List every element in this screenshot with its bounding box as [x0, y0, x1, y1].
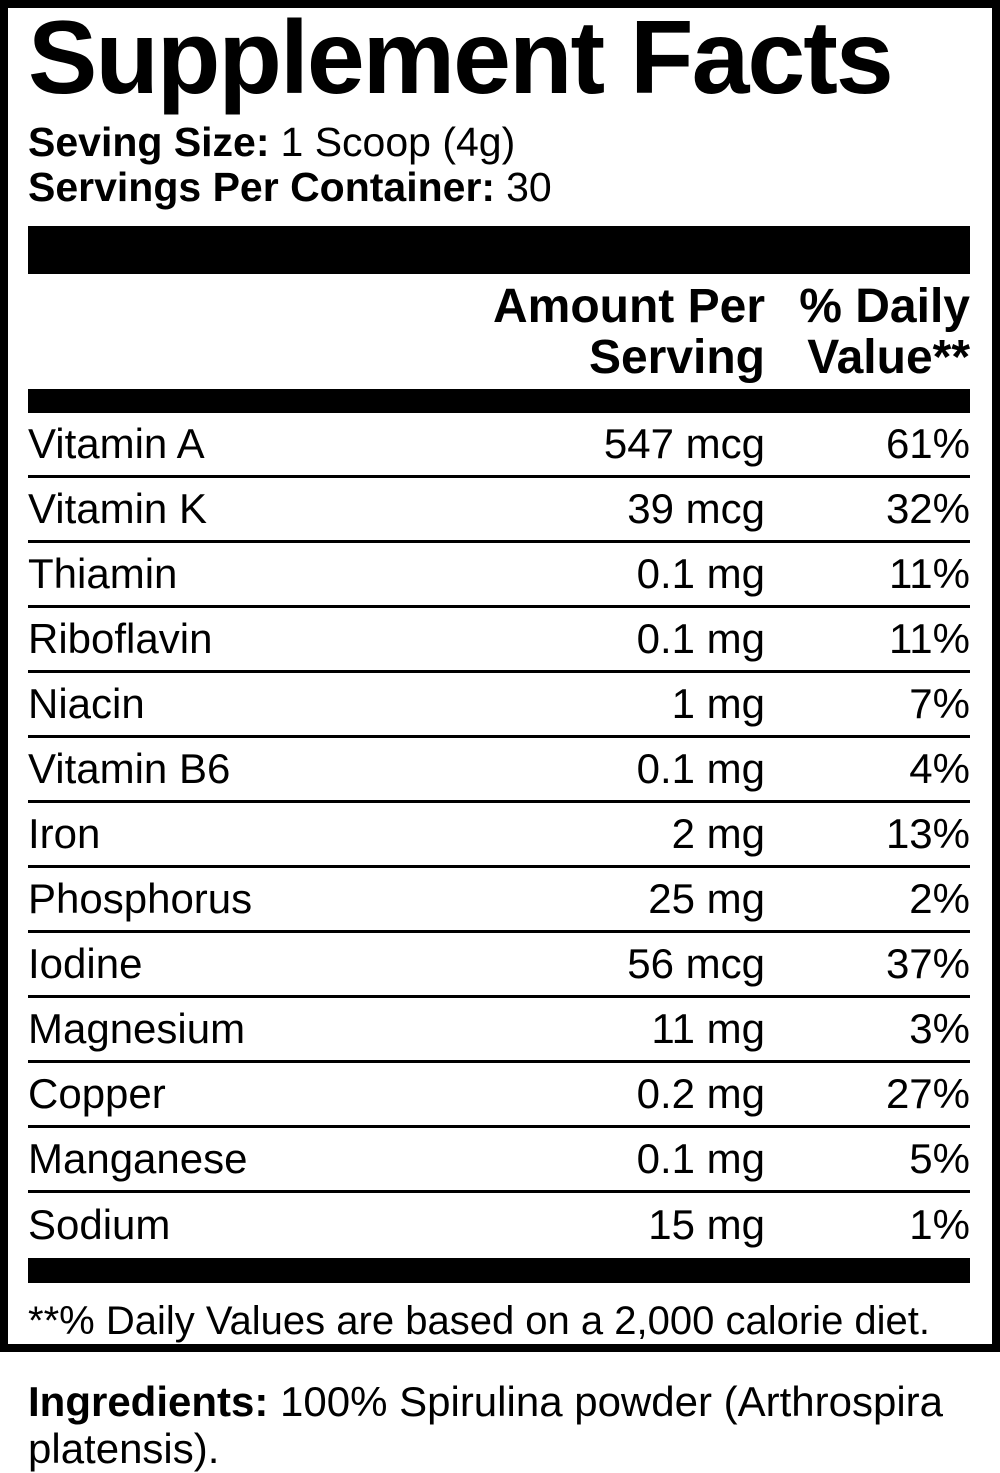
- nutrient-daily-value: 7%: [909, 679, 970, 727]
- nutrient-amount: 11 mg: [651, 1004, 765, 1052]
- nutrient-name: Magnesium: [28, 1004, 246, 1052]
- daily-value-footnote: **% Daily Values are based on a 2,000 ca…: [28, 1298, 931, 1343]
- serving-info: Seving Size: 1 Scoop (4g) Servings Per Co…: [28, 118, 970, 210]
- nutrient-name: Manganese: [28, 1134, 248, 1182]
- nutrient-daily-value: 11%: [889, 549, 970, 597]
- nutrient-row: Vitamin K 39 mcg 32%: [28, 478, 970, 543]
- nutrient-name: Sodium: [28, 1201, 171, 1249]
- nutrient-amount: 25 mg: [648, 874, 765, 922]
- nutrient-row: Sodium 15 mg 1%: [28, 1193, 970, 1258]
- nutrient-amount: 0.1 mg: [636, 549, 765, 597]
- nutrient-daily-value: 61%: [885, 419, 970, 467]
- nutrient-name: Riboflavin: [28, 614, 213, 662]
- nutrient-row: Vitamin B6 0.1 mg 4%: [28, 738, 970, 803]
- footer-thick-rule: [28, 1257, 970, 1283]
- nutrient-amount: 0.2 mg: [636, 1069, 765, 1117]
- ingredients-text: 100% Spirulina powder (Arthrospira plate…: [28, 1378, 944, 1472]
- nutrient-amount: 547 mcg: [603, 419, 765, 467]
- amount-per-serving-header: Amount Per Serving: [28, 281, 765, 383]
- nutrient-name: Thiamin: [28, 549, 178, 597]
- nutrient-name: Vitamin B6: [28, 744, 231, 792]
- nutrient-table: Vitamin A 547 mcg 61% Vitamin K 39 mcg 32% Thi…: [28, 413, 970, 1258]
- supplement-facts-panel: Supplement Facts Seving Size: 1 Scoop (4g…: [0, 0, 1000, 1352]
- nutrient-amount: 0.1 mg: [636, 744, 765, 792]
- daily-value-header: % Daily Value**: [765, 281, 970, 383]
- nutrient-row: Iodine 56 mcg 37%: [28, 933, 970, 998]
- nutrient-row: Phosphorus 25 mg 2%: [28, 868, 970, 933]
- serving-size-value: 1 Scoop (4g): [280, 118, 516, 165]
- nutrient-daily-value: 3%: [909, 1004, 970, 1052]
- nutrient-daily-value: 2%: [909, 874, 970, 922]
- nutrient-daily-value: 37%: [885, 939, 970, 987]
- nutrient-name: Iron: [28, 809, 101, 857]
- nutrient-daily-value: 13%: [885, 809, 970, 857]
- nutrient-row: Riboflavin 0.1 mg 11%: [28, 608, 970, 673]
- nutrient-daily-value: 1%: [909, 1201, 970, 1249]
- nutrient-row: Niacin 1 mg 7%: [28, 673, 970, 738]
- nutrient-daily-value: 27%: [885, 1069, 970, 1117]
- nutrient-amount: 1 mg: [671, 679, 765, 727]
- nutrient-amount: 0.1 mg: [636, 1134, 765, 1182]
- servings-per-container-line: Servings Per Container: 30: [28, 163, 970, 210]
- nutrient-daily-value: 32%: [885, 484, 970, 532]
- nutrient-name: Copper: [28, 1069, 166, 1117]
- nutrient-row: Thiamin 0.1 mg 11%: [28, 543, 970, 608]
- ingredients-label: Ingredients:: [28, 1378, 269, 1425]
- serving-size-line: Seving Size: 1 Scoop (4g): [28, 118, 970, 165]
- column-headers: Amount Per Serving % Daily Value**: [28, 274, 970, 389]
- nutrient-name: Phosphorus: [28, 874, 253, 922]
- nutrient-amount: 15 mg: [648, 1201, 765, 1249]
- nutrient-name: Vitamin K: [28, 484, 207, 532]
- nutrient-row: Manganese 0.1 mg 5%: [28, 1128, 970, 1193]
- dv-header-line1: % Daily: [799, 279, 970, 333]
- nutrient-daily-value: 4%: [909, 744, 970, 792]
- nutrient-name: Niacin: [28, 679, 145, 727]
- nutrient-row: Magnesium 11 mg 3%: [28, 998, 970, 1063]
- servings-per-container-label: Servings Per Container:: [28, 163, 496, 210]
- nutrient-name: Vitamin A: [28, 419, 205, 467]
- nutrient-amount: 39 mcg: [627, 484, 765, 532]
- amount-header-line1: Amount Per: [492, 279, 765, 333]
- top-thick-rule: [28, 225, 970, 274]
- nutrient-row: Iron 2 mg 13%: [28, 803, 970, 868]
- header-bottom-rule: [28, 388, 970, 413]
- nutrient-name: Iodine: [28, 939, 143, 987]
- nutrient-row: Vitamin A 547 mcg 61%: [28, 413, 970, 478]
- amount-header-line2: Serving: [588, 330, 765, 384]
- nutrient-amount: 0.1 mg: [636, 614, 765, 662]
- panel-title: Supplement Facts: [28, 0, 894, 116]
- servings-per-container-value: 30: [506, 163, 552, 210]
- nutrient-row: Copper 0.2 mg 27%: [28, 1063, 970, 1128]
- nutrient-daily-value: 11%: [889, 614, 970, 662]
- dv-header-line2: Value**: [807, 330, 970, 384]
- nutrient-amount: 56 mcg: [627, 939, 765, 987]
- serving-size-label: Seving Size:: [28, 118, 270, 165]
- nutrient-amount: 2 mg: [671, 809, 765, 857]
- nutrient-daily-value: 5%: [909, 1134, 970, 1182]
- ingredients-section: Ingredients: 100% Spirulina powder (Arth…: [0, 1378, 1000, 1472]
